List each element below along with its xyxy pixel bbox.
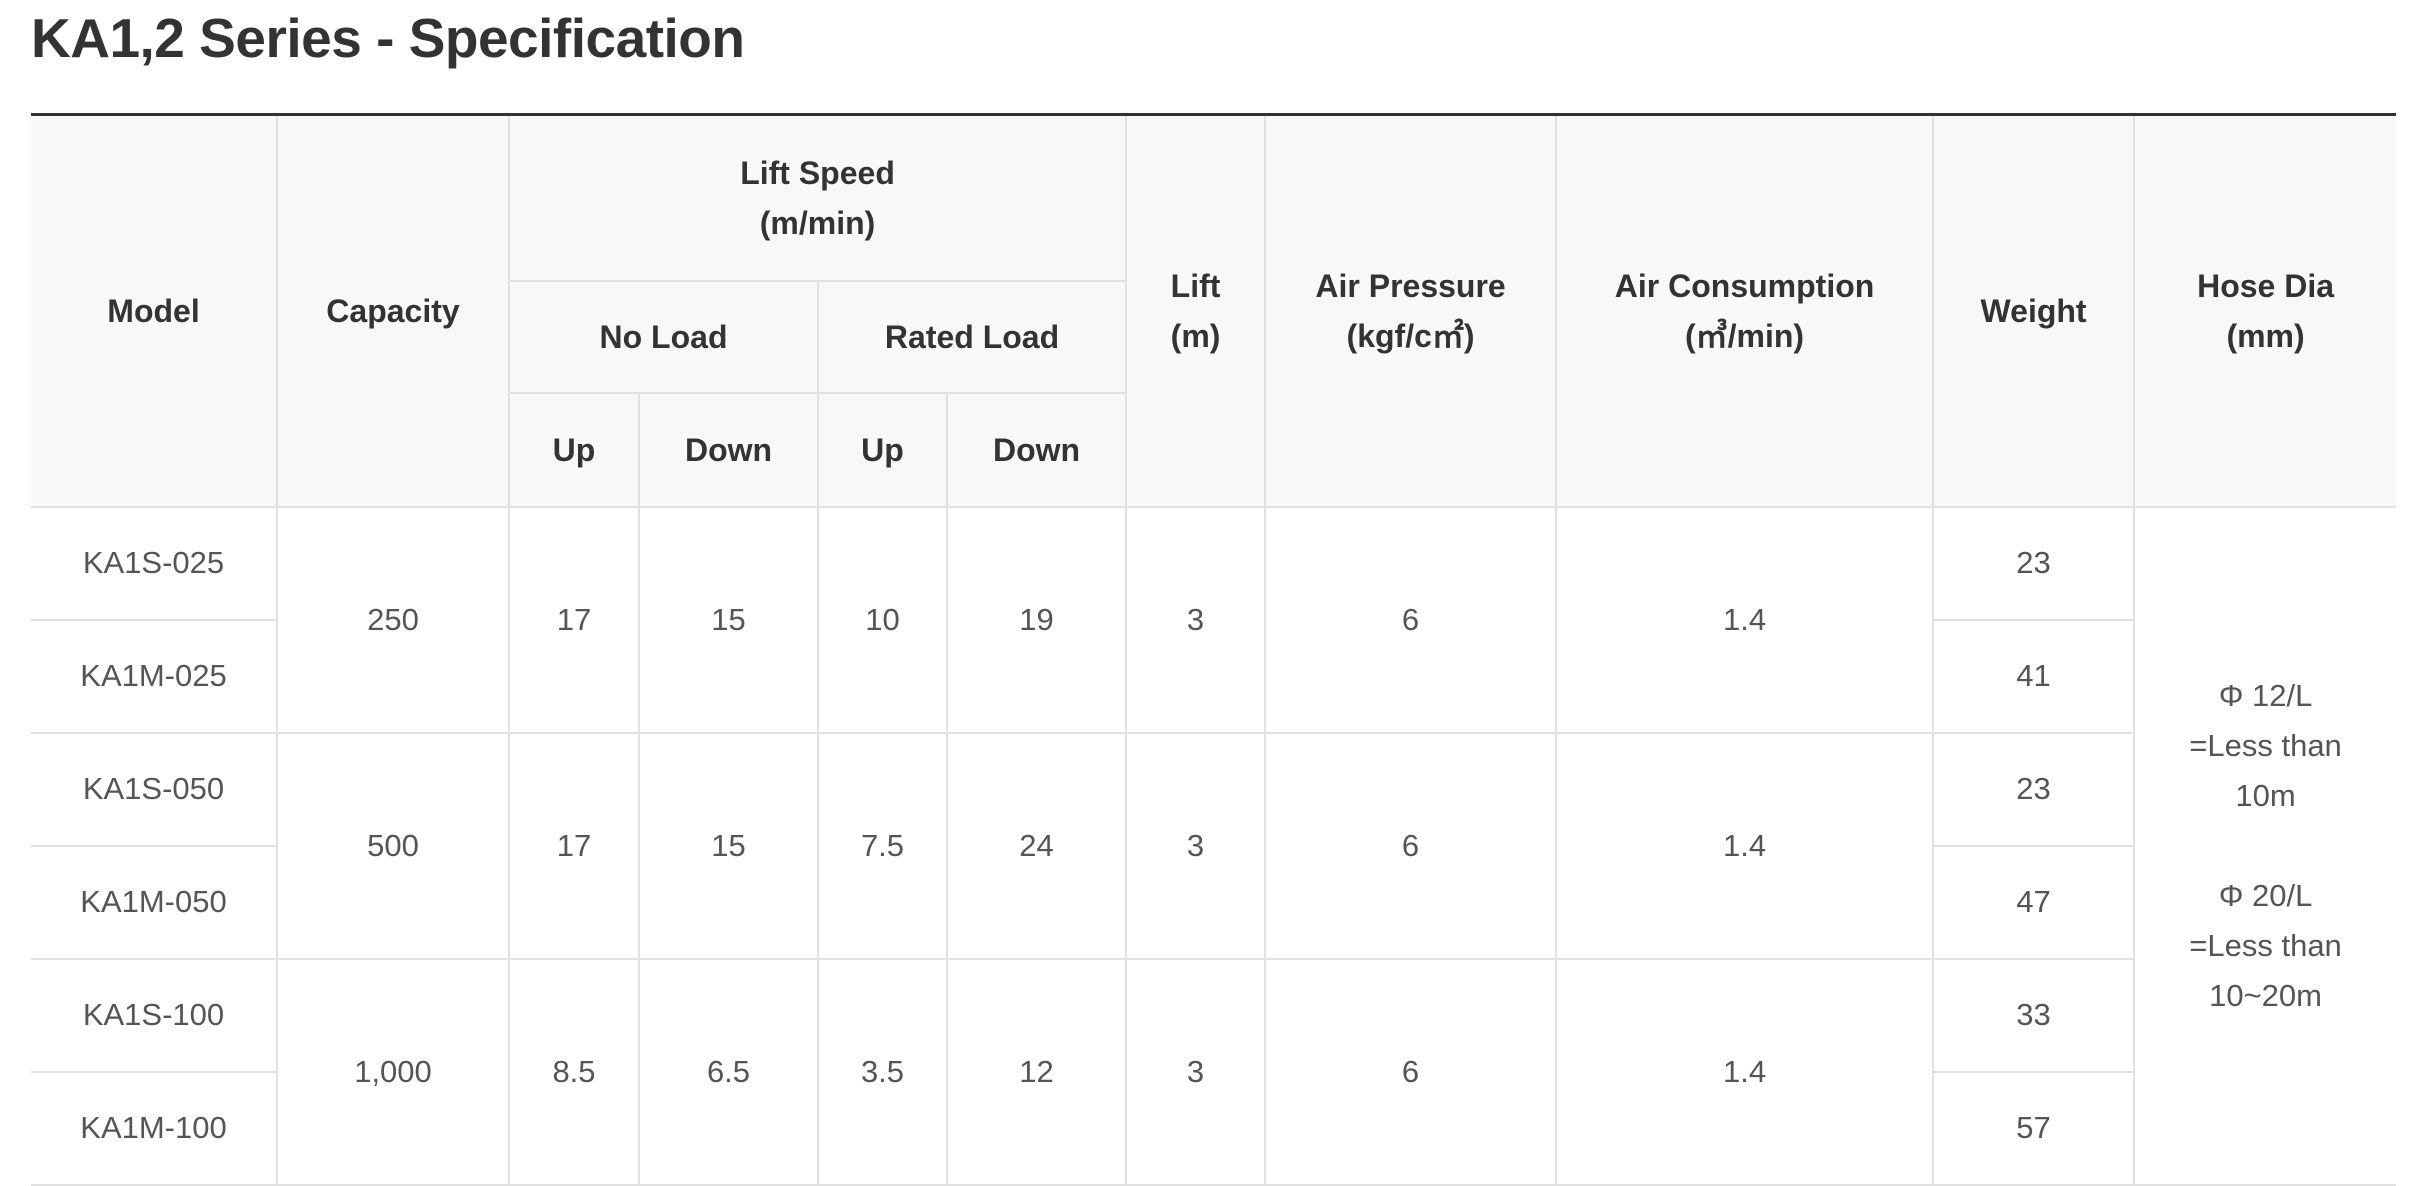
weight-cell: 23 — [1932, 505, 2136, 621]
header-no-load-up: Up — [509, 391, 640, 508]
header-model: Model — [31, 113, 278, 508]
no-load-up-cell: 8.5 — [508, 957, 640, 1186]
table-row: KA1S-025 250 17 15 10 19 3 6 1.4 23 Φ 12/L =Less t… — [31, 505, 2397, 1186]
header-rated-load-down: Down — [945, 391, 1127, 508]
model-cell: KA1S-050 — [31, 731, 278, 847]
rated-load-down-cell: 19 — [945, 505, 1128, 734]
capacity-cell: 250 — [276, 505, 510, 734]
header-no-load: No Load — [509, 279, 819, 394]
table-row: KA1S-100 1,000 8.5 6.5 3.5 12 3 6 1.4 33 — [31, 957, 2396, 1186]
weight-cell: 57 — [1932, 1070, 2135, 1186]
capacity-cell: 500 — [276, 731, 510, 960]
air-consumption-cell: 1.4 — [1555, 957, 1935, 1186]
specification-table: Model Capacity Lift Speed (m/min) Lift (… — [31, 113, 2397, 1186]
no-load-up-cell: 17 — [508, 505, 640, 734]
rated-load-down-cell: 24 — [945, 731, 1128, 960]
air-pressure-cell: 6 — [1264, 731, 1558, 960]
model-cell: KA1M-025 — [31, 618, 278, 734]
header-rated-load: Rated Load — [816, 279, 1127, 394]
air-pressure-cell: 6 — [1264, 957, 1558, 1186]
rated-load-up-cell: 3.5 — [817, 957, 948, 1186]
weight-cell: 47 — [1932, 844, 2135, 960]
table-row: KA1M-050 47 — [31, 844, 2396, 960]
header-lift: Lift (m) — [1125, 113, 1267, 508]
no-load-up-cell: 17 — [508, 731, 640, 960]
model-cell: KA1S-025 — [31, 505, 278, 621]
header-no-load-down: Down — [638, 391, 819, 508]
air-consumption-cell: 1.4 — [1555, 505, 1935, 734]
no-load-down-cell: 15 — [638, 731, 819, 960]
header-air-pressure: Air Pressure (kgf/c㎡) — [1264, 113, 1558, 508]
hose-dia-cell: Φ 12/L =Less than 10m Φ 20/L =Less than … — [2133, 505, 2397, 1186]
header-capacity: Capacity — [276, 113, 510, 508]
header-hose-dia: Hose Dia (mm) — [2133, 113, 2397, 508]
lift-cell: 3 — [1125, 505, 1267, 734]
air-consumption-cell: 1.4 — [1555, 731, 1935, 960]
lift-cell: 3 — [1125, 731, 1267, 960]
model-cell: KA1S-100 — [31, 957, 278, 1073]
header-weight: Weight — [1932, 113, 2136, 508]
header-air-consumption: Air Consumption (㎥/min) — [1555, 113, 1935, 508]
weight-cell: 41 — [1932, 618, 2135, 734]
table-row: KA1S-050 500 17 15 7.5 24 3 6 1.4 23 — [31, 731, 2396, 960]
air-pressure-cell: 6 — [1264, 505, 1558, 734]
rated-load-down-cell: 12 — [945, 957, 1128, 1186]
rated-load-up-cell: 7.5 — [817, 731, 948, 960]
header-rated-load-up: Up — [817, 391, 948, 508]
rated-load-up-cell: 10 — [817, 505, 948, 734]
page-title: KA1,2 Series - Specification — [31, 7, 745, 69]
no-load-down-cell: 6.5 — [638, 957, 819, 1186]
header-lift-speed: Lift Speed (m/min) — [507, 113, 1128, 282]
model-cell: KA1M-050 — [31, 844, 278, 960]
weight-cell: 33 — [1932, 957, 2135, 1073]
lift-cell: 3 — [1125, 957, 1267, 1186]
model-cell: KA1M-100 — [31, 1070, 278, 1186]
table-row: KA1M-025 41 — [31, 618, 2396, 734]
table-body: KA1S-025 250 17 15 10 19 3 6 1.4 23 Φ 12/L =Less t… — [31, 505, 2397, 1186]
no-load-down-cell: 15 — [638, 505, 819, 734]
table-row: KA1M-100 57 — [31, 1070, 2396, 1186]
capacity-cell: 1,000 — [276, 957, 510, 1186]
weight-cell: 23 — [1932, 731, 2135, 847]
